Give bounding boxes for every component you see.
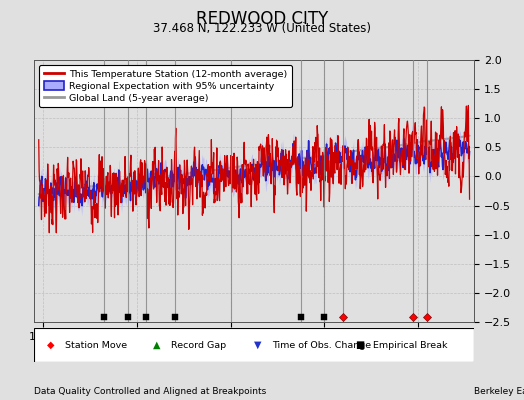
Text: 37.468 N, 122.233 W (United States): 37.468 N, 122.233 W (United States) (153, 22, 371, 35)
Text: ▼: ▼ (254, 340, 261, 350)
FancyBboxPatch shape (34, 328, 474, 362)
Text: Record Gap: Record Gap (170, 340, 226, 350)
Text: Empirical Break: Empirical Break (373, 340, 447, 350)
Text: Berkeley Earth: Berkeley Earth (474, 387, 524, 396)
Legend: This Temperature Station (12-month average), Regional Expectation with 95% uncer: This Temperature Station (12-month avera… (39, 65, 292, 107)
Text: REDWOOD CITY: REDWOOD CITY (196, 10, 328, 28)
Text: ▲: ▲ (153, 340, 160, 350)
Text: Data Quality Controlled and Aligned at Breakpoints: Data Quality Controlled and Aligned at B… (34, 387, 266, 396)
Text: Time of Obs. Change: Time of Obs. Change (272, 340, 371, 350)
Text: ◆: ◆ (47, 340, 55, 350)
Text: ■: ■ (355, 340, 365, 350)
Text: Station Move: Station Move (65, 340, 127, 350)
